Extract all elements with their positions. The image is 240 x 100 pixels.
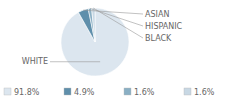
legend-label: 4.9% bbox=[74, 88, 95, 97]
legend-item: 1.6% bbox=[124, 88, 155, 97]
slice-label: HISPANIC bbox=[145, 22, 183, 31]
slice-label: ASIAN bbox=[145, 10, 169, 19]
annotations: WHITE ASIAN HISPANIC BLACK bbox=[22, 8, 183, 66]
legend-item: 91.8% bbox=[4, 88, 40, 97]
legend-item: 1.6% bbox=[184, 88, 215, 97]
pie-slice bbox=[88, 8, 95, 42]
legend-swatch bbox=[184, 88, 191, 95]
legend: 91.8% 4.9% 1.6% 1.6% bbox=[4, 88, 215, 97]
slice-label: WHITE bbox=[22, 57, 48, 66]
pie-slice bbox=[78, 9, 95, 42]
leader-line bbox=[93, 8, 143, 38]
legend-item: 4.9% bbox=[64, 88, 95, 97]
legend-label: 1.6% bbox=[134, 88, 155, 97]
leader-line bbox=[50, 61, 100, 62]
pie-slice bbox=[92, 8, 95, 42]
legend-label: 91.8% bbox=[14, 88, 40, 97]
legend-label: 1.6% bbox=[194, 88, 215, 97]
legend-swatch bbox=[124, 88, 131, 95]
leader-line bbox=[83, 10, 143, 14]
slice-label: BLACK bbox=[145, 34, 172, 43]
legend-swatch bbox=[4, 88, 11, 95]
legend-swatch bbox=[64, 88, 71, 95]
chart: WHITE ASIAN HISPANIC BLACK 91.8% 4.9% 1.6% 1.6% bbox=[0, 0, 240, 100]
